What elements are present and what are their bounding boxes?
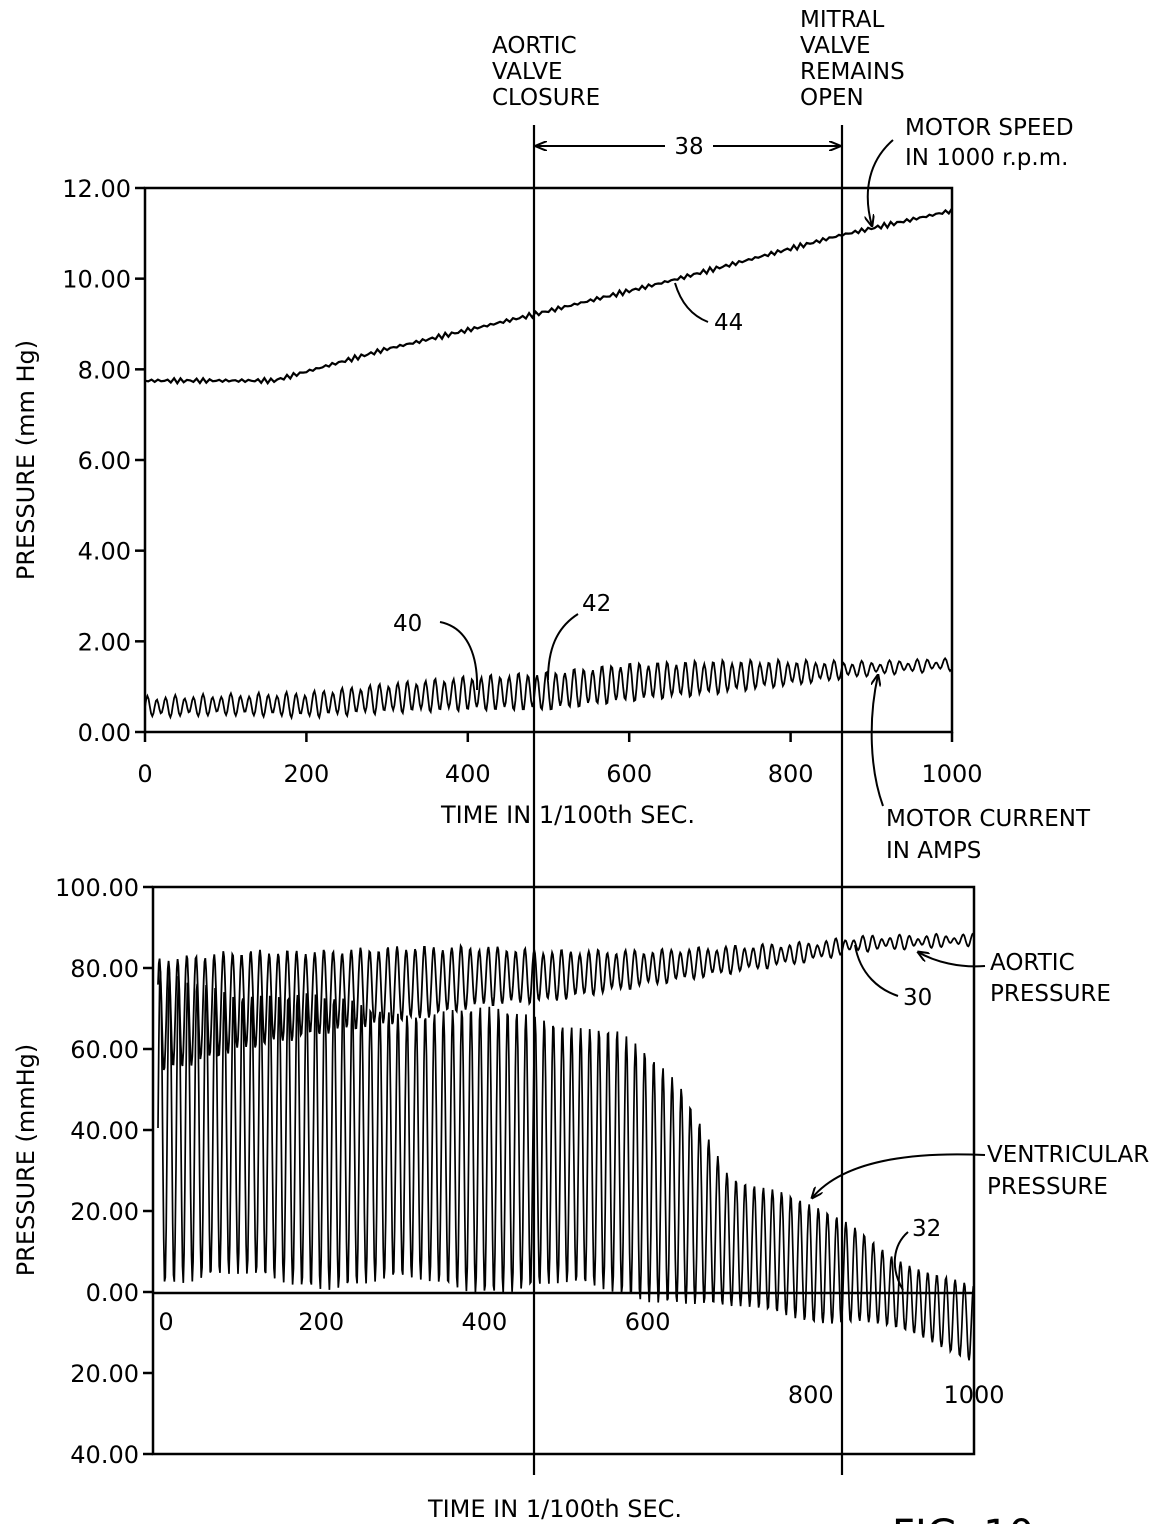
label-40: 40 bbox=[393, 611, 422, 637]
ventricular-pressure-label: VENTRICULAR bbox=[987, 1142, 1149, 1168]
bottom-y-tick-label: 80.00 bbox=[70, 955, 139, 983]
label-30: 30 bbox=[903, 985, 932, 1011]
label-42: 42 bbox=[582, 591, 611, 617]
bottom-x-tick-label: 600 bbox=[625, 1308, 671, 1336]
aortic-closure-marker-label: AORTICVALVECLOSURE bbox=[492, 33, 600, 111]
bottom-x-tick-label: 0 bbox=[158, 1308, 173, 1336]
marker-label-line: VALVE bbox=[492, 59, 563, 85]
top-chart-frame bbox=[145, 188, 952, 732]
bottom-y-tick-label: 100.00 bbox=[55, 874, 139, 902]
top-x-tick-label: 0 bbox=[137, 760, 152, 788]
bottom-y-tick-label: 60.00 bbox=[70, 1036, 139, 1064]
label-32: 32 bbox=[912, 1216, 941, 1242]
bottom-x-axis-label: TIME IN 1/100th SEC. bbox=[427, 1495, 682, 1523]
marker-label-line: VALVE bbox=[800, 33, 871, 59]
top-y-tick-label: 6.00 bbox=[78, 447, 131, 475]
motor-speed-leader bbox=[868, 140, 893, 226]
bottom-y-tick-label: 0.00 bbox=[86, 1279, 139, 1307]
motor-speed-label: MOTOR SPEED bbox=[905, 115, 1074, 141]
label-44-leader bbox=[675, 283, 708, 322]
top-x-tick-label: 1000 bbox=[921, 760, 982, 788]
marker-label-line: REMAINS bbox=[800, 59, 905, 85]
bottom-y-ticks: 100.00 80.00 60.00 40.00 20.00 0.00 20.00 40.00 bbox=[55, 874, 153, 1469]
top-y-tick-label: 12.00 bbox=[62, 175, 131, 203]
label-30-leader bbox=[855, 945, 898, 996]
top-x-tick-label: 800 bbox=[768, 760, 814, 788]
top-y-axis-label: PRESSURE (mm Hg) bbox=[12, 340, 40, 580]
top-y-tick-label: 4.00 bbox=[78, 538, 131, 566]
bottom-y-tick-label: 40.00 bbox=[70, 1441, 139, 1469]
marker-label-line: OPEN bbox=[800, 85, 864, 111]
interval-label: 38 bbox=[674, 134, 703, 160]
motor-current-label: MOTOR CURRENT bbox=[886, 806, 1091, 832]
bottom-chart: 100.00 80.00 60.00 40.00 20.00 0.00 20.00 40.00… bbox=[12, 874, 1149, 1523]
motor-current-label-2: IN AMPS bbox=[886, 838, 981, 864]
ventricular-pressure-line bbox=[158, 971, 974, 1360]
top-y-tick-label: 8.00 bbox=[78, 356, 131, 384]
bottom-y-tick-label: 20.00 bbox=[70, 1360, 139, 1388]
motor-current-leader bbox=[872, 675, 883, 806]
bottom-x-tick-label: 800 bbox=[788, 1381, 834, 1409]
top-x-ticks: 0 200 400 600 800 1000 bbox=[137, 732, 982, 788]
top-y-tick-label: 0.00 bbox=[78, 719, 131, 747]
top-y-tick-label: 10.00 bbox=[62, 266, 131, 294]
marker-label-line: MITRAL bbox=[800, 7, 884, 33]
ventricular-pressure-leader bbox=[812, 1154, 985, 1198]
bottom-y-tick-label: 20.00 bbox=[70, 1198, 139, 1226]
top-x-tick-label: 600 bbox=[606, 760, 652, 788]
bottom-x-tick-label: 400 bbox=[461, 1308, 507, 1336]
marker-label-line: CLOSURE bbox=[492, 85, 600, 111]
bottom-y-axis-label: PRESSURE (mmHg) bbox=[12, 1044, 40, 1277]
top-x-tick-label: 400 bbox=[445, 760, 491, 788]
label-44: 44 bbox=[714, 310, 743, 336]
top-x-tick-label: 200 bbox=[283, 760, 329, 788]
ventricular-pressure-label-2: PRESSURE bbox=[987, 1174, 1108, 1200]
motor-speed-label-2: IN 1000 r.p.m. bbox=[905, 145, 1068, 171]
motor-speed-line bbox=[145, 209, 952, 384]
aortic-pressure-label-2: PRESSURE bbox=[990, 981, 1111, 1007]
mitral-open-marker-label: MITRALVALVEREMAINSOPEN bbox=[800, 7, 905, 111]
figure-label: FIG. 10 bbox=[892, 1512, 1034, 1524]
event-markers: AORTICVALVECLOSURE MITRALVALVEREMAINSOPE… bbox=[492, 7, 905, 1475]
bottom-y-tick-label: 40.00 bbox=[70, 1117, 139, 1145]
bottom-x-tick-label: 200 bbox=[298, 1308, 344, 1336]
marker-label-line: AORTIC bbox=[492, 33, 577, 59]
aortic-pressure-label: AORTIC bbox=[990, 950, 1075, 976]
top-chart: 0.00 2.00 4.00 6.00 8.00 10.00 12.00 0 200 400 60… bbox=[12, 115, 1091, 864]
bottom-x-tick-label: 1000 bbox=[943, 1381, 1004, 1409]
top-y-ticks: 0.00 2.00 4.00 6.00 8.00 10.00 12.00 bbox=[62, 175, 145, 747]
top-x-axis-label: TIME IN 1/100th SEC. bbox=[440, 801, 695, 829]
top-y-tick-label: 2.00 bbox=[78, 628, 131, 656]
